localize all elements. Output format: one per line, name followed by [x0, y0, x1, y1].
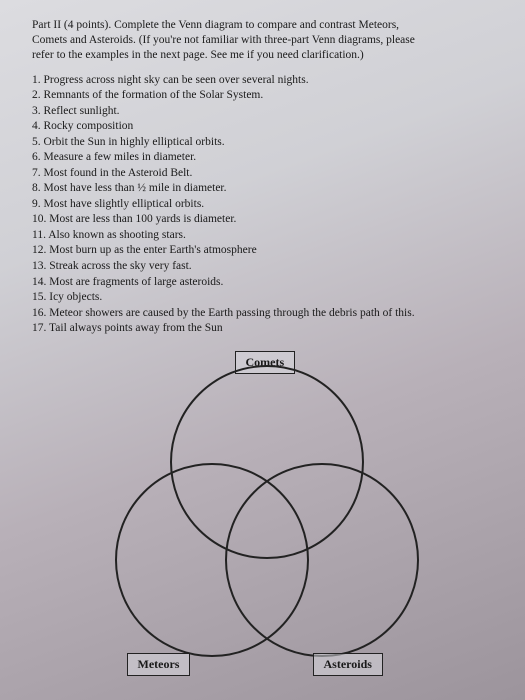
statement-item: 12. Most burn up as the enter Earth's at… [32, 243, 497, 259]
venn-label-meteors: Meteors [127, 653, 191, 676]
statement-item: 9. Most have slightly elliptical orbits. [32, 197, 497, 213]
statement-item: 8. Most have less than ½ mile in diamete… [32, 181, 497, 197]
instruction-line: Comets and Asteroids. (If you're not fam… [32, 33, 497, 48]
instruction-line: Part II (4 points). Complete the Venn di… [32, 18, 497, 33]
statement-item: 6. Measure a few miles in diameter. [32, 150, 497, 166]
statement-item: 7. Most found in the Asteroid Belt. [32, 166, 497, 182]
statement-item: 3. Reflect sunlight. [32, 104, 497, 120]
instructions: Part II (4 points). Complete the Venn di… [32, 18, 497, 63]
statement-item: 1. Progress across night sky can be seen… [32, 73, 497, 89]
venn-circle-asteroids [225, 463, 419, 657]
statement-list: 1. Progress across night sky can be seen… [32, 73, 497, 337]
statement-item: 13. Streak across the sky very fast. [32, 259, 497, 275]
statement-item: 14. Most are fragments of large asteroid… [32, 275, 497, 291]
statement-item: 2. Remnants of the formation of the Sola… [32, 88, 497, 104]
venn-label-asteroids: Asteroids [313, 653, 383, 676]
statement-item: 17. Tail always points away from the Sun [32, 321, 497, 337]
venn-diagram: Comets Meteors Asteroids [75, 345, 455, 695]
statement-item: 4. Rocky composition [32, 119, 497, 135]
statement-item: 16. Meteor showers are caused by the Ear… [32, 306, 497, 322]
statement-item: 15. Icy objects. [32, 290, 497, 306]
statement-item: 10. Most are less than 100 yards is diam… [32, 212, 497, 228]
statement-item: 11. Also known as shooting stars. [32, 228, 497, 244]
instruction-line: refer to the examples in the next page. … [32, 48, 497, 63]
statement-item: 5. Orbit the Sun in highly elliptical or… [32, 135, 497, 151]
worksheet-page: Part II (4 points). Complete the Venn di… [0, 0, 525, 700]
